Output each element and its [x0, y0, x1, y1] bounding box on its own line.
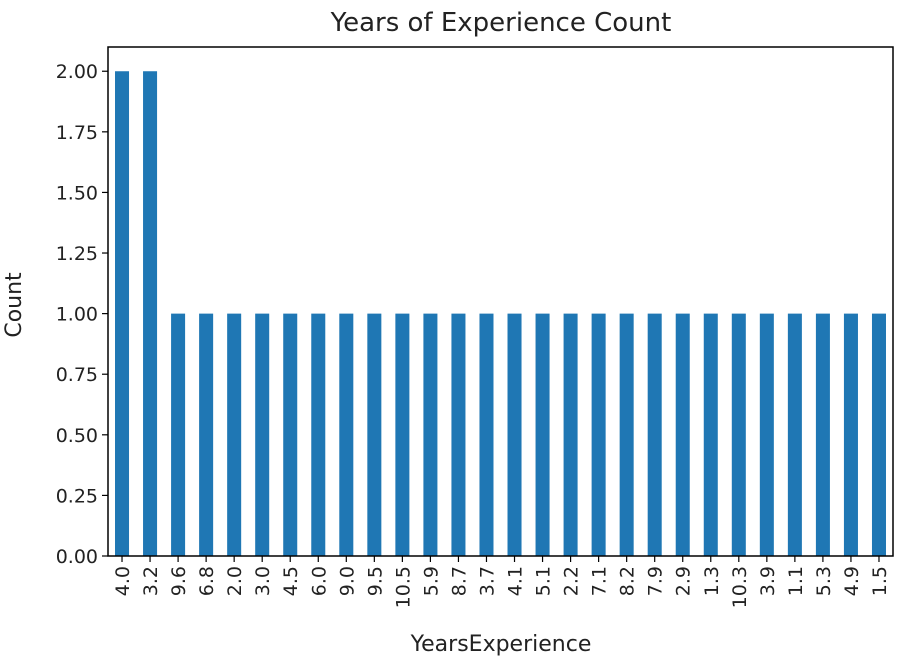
bar [395, 313, 410, 556]
x-tick-label: 9.5 [364, 566, 386, 596]
x-tick-label: 8.7 [448, 566, 470, 596]
x-tick-label: 7.1 [589, 566, 611, 596]
bar [451, 313, 466, 556]
bar [619, 313, 634, 556]
bar [143, 71, 158, 556]
x-tick-label: 4.5 [280, 566, 302, 596]
x-tick-label: 4.9 [841, 566, 863, 596]
x-tick-label: 1.5 [869, 566, 891, 596]
bar [283, 313, 298, 556]
x-tick-label: 3.7 [476, 566, 498, 596]
x-tick-label: 10.5 [392, 566, 414, 608]
bar [199, 313, 214, 556]
x-tick-label: 9.0 [336, 566, 358, 596]
x-tick-label: 1.3 [701, 566, 723, 596]
x-tick-label: 2.0 [224, 566, 246, 596]
y-tick-label: 2.00 [56, 61, 98, 83]
bar [311, 313, 326, 556]
bar [759, 313, 774, 556]
y-tick-label: 0.00 [56, 546, 98, 568]
y-axis-label: Count [2, 272, 27, 338]
y-tick-label: 1.25 [56, 243, 98, 265]
x-tick-label: 4.0 [112, 566, 134, 596]
bar [675, 313, 690, 556]
bar [647, 313, 662, 556]
bar [703, 313, 718, 556]
x-tick-label: 2.9 [673, 566, 695, 596]
chart-title: Years of Experience Count [330, 8, 672, 38]
bar [731, 313, 746, 556]
x-tick-label: 3.9 [757, 566, 779, 596]
x-tick-label: 10.3 [729, 566, 751, 608]
x-tick-label: 3.2 [140, 566, 162, 596]
x-tick-label: 7.9 [645, 566, 667, 596]
plot-area-frame [107, 46, 894, 557]
bar [563, 313, 578, 556]
y-tick-label: 1.75 [56, 122, 98, 144]
x-tick-label: 6.8 [196, 566, 218, 596]
y-tick-label: 1.50 [56, 182, 98, 204]
y-tick-label: 1.00 [56, 304, 98, 326]
bar [339, 313, 354, 556]
bar [787, 313, 802, 556]
bar [255, 313, 270, 556]
y-axis: 0.00 0.25 0.50 0.75 1.00 1.25 1.50 1.75 2.00 [56, 61, 108, 568]
bar [367, 313, 382, 556]
y-tick-label: 0.50 [56, 425, 98, 447]
x-tick-label: 5.3 [813, 566, 835, 596]
bar [423, 313, 438, 556]
bar [871, 313, 886, 556]
bar [843, 313, 858, 556]
bar [535, 313, 550, 556]
bar [479, 313, 494, 556]
x-tick-label: 6.0 [308, 566, 330, 596]
x-tick-label: 9.6 [168, 566, 190, 596]
bar [591, 313, 606, 556]
y-tick-label: 0.25 [56, 485, 98, 507]
x-tick-label: 5.1 [533, 566, 555, 596]
bar [115, 71, 130, 556]
x-tick-label: 3.0 [252, 566, 274, 596]
bars-layer [115, 71, 886, 556]
x-tick-label: 8.2 [617, 566, 639, 596]
x-tick-label: 2.2 [561, 566, 583, 596]
y-tick-label: 0.75 [56, 364, 98, 386]
bar [171, 313, 186, 556]
x-tick-label: 5.9 [420, 566, 442, 596]
x-axis-label: YearsExperience [410, 632, 592, 657]
x-tick-label: 4.1 [505, 566, 527, 596]
x-axis: 4.0 3.2 9.6 6.8 2.0 3.0 4.5 6.0 9.0 9.5 10.5 5.9 8.7… [112, 556, 891, 608]
bar [227, 313, 242, 556]
bar [507, 313, 522, 556]
bar [815, 313, 830, 556]
x-tick-label: 1.1 [785, 566, 807, 596]
